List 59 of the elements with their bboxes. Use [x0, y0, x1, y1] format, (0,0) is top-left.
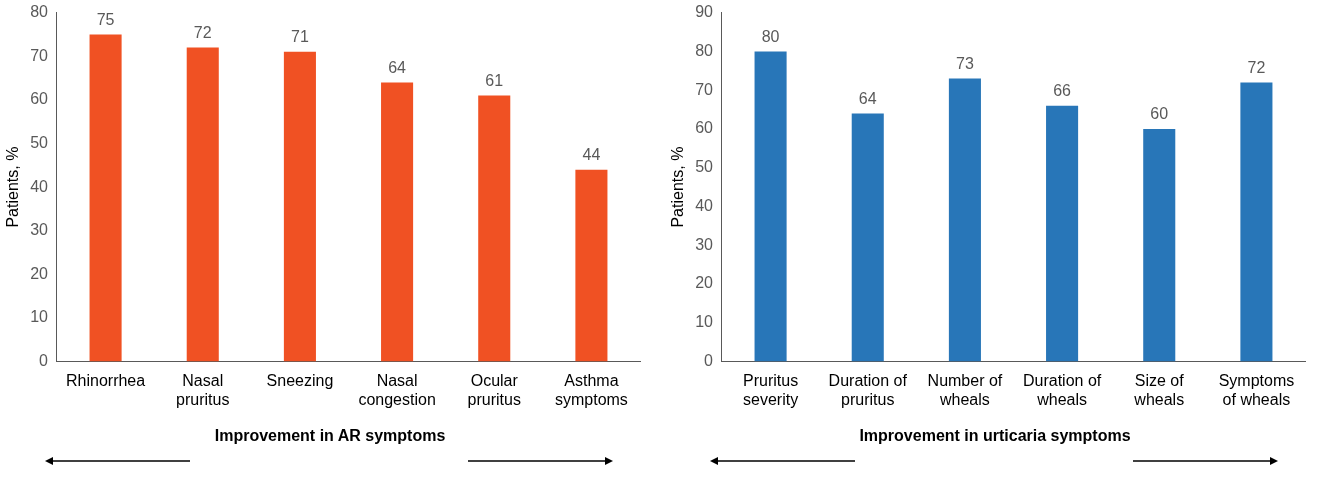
data-label: 72	[1247, 58, 1266, 76]
x-tick-label: Nasal pruritus	[176, 371, 230, 408]
bar	[575, 169, 608, 362]
y-tick-label: 0	[704, 352, 714, 370]
bar	[283, 51, 316, 362]
y-tick-label: 30	[30, 221, 49, 239]
data-label: 80	[761, 27, 780, 45]
y-tick-label: 30	[695, 235, 714, 253]
bar	[1143, 128, 1176, 362]
data-label: 75	[96, 10, 115, 28]
data-label: 60	[1150, 105, 1169, 123]
y-tick-label: 20	[695, 274, 714, 292]
data-label: 66	[1053, 82, 1072, 100]
data-label: 72	[193, 23, 212, 41]
data-label: 71	[291, 28, 309, 46]
y-tick-label: 70	[695, 80, 714, 98]
data-label: 73	[956, 54, 974, 72]
y-tick-label: 50	[30, 133, 49, 151]
x-tick-label: Asthma symptoms	[554, 371, 628, 408]
bar	[89, 34, 122, 362]
y-tick-label: 10	[695, 313, 714, 331]
bar	[478, 95, 511, 362]
y-tick-label: 80	[695, 41, 714, 59]
x-tick-label: Sneezing	[266, 371, 334, 389]
data-label: 44	[582, 146, 601, 164]
x-tick-label: Duration of wheals	[1022, 371, 1102, 408]
y-tick-label: 50	[695, 158, 714, 176]
y-axis-title: Patients, %	[669, 146, 687, 228]
bar	[948, 78, 981, 362]
y-tick-label: 40	[695, 196, 714, 214]
x-tick-label: Ocular pruritus	[467, 371, 521, 408]
x-tick-label: Symptoms of wheals	[1218, 371, 1295, 408]
y-axis-title: Patients, %	[4, 146, 22, 228]
y-tick-label: 80	[30, 3, 49, 21]
bar	[186, 47, 219, 362]
y-tick-label: 70	[30, 46, 49, 64]
bar	[754, 51, 787, 362]
data-label: 64	[388, 58, 407, 76]
x-tick-label: Number of wheals	[927, 371, 1003, 408]
x-tick-label: Pruritus severity	[743, 371, 799, 408]
bar	[851, 113, 884, 362]
y-tick-label: 40	[30, 177, 49, 195]
bar	[381, 82, 414, 362]
x-tick-label: Size of wheals	[1133, 371, 1185, 408]
x-axis-title: Improvement in urticaria symptoms	[858, 426, 1132, 446]
y-tick-label: 60	[695, 119, 714, 137]
y-tick-label: 0	[39, 352, 49, 370]
y-tick-label: 10	[30, 308, 49, 326]
x-tick-label: Duration of pruritus	[828, 371, 908, 408]
y-tick-label: 60	[30, 90, 49, 108]
x-axis-title: Improvement in AR symptoms	[213, 426, 447, 446]
bar	[1046, 105, 1079, 362]
data-label: 64	[858, 89, 877, 107]
x-tick-label: Rhinorrhea	[66, 371, 146, 389]
data-label: 61	[485, 71, 504, 89]
x-tick-label: Nasal congestion	[358, 371, 436, 408]
y-tick-label: 20	[30, 264, 49, 282]
y-tick-label: 90	[695, 3, 714, 21]
bar	[1240, 82, 1273, 362]
